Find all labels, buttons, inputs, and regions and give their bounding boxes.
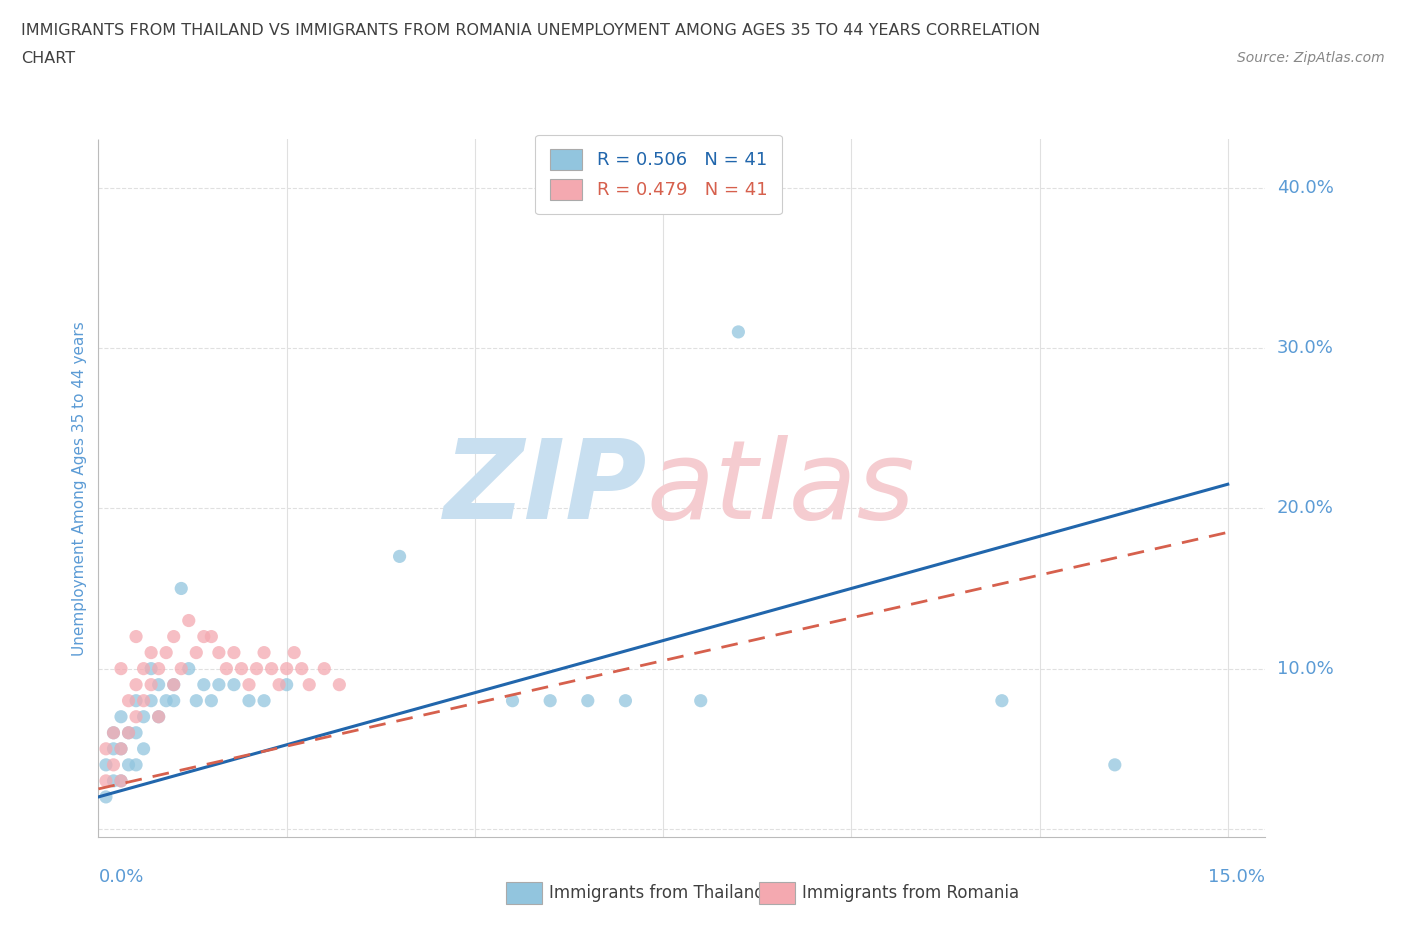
Point bbox=[125, 757, 148, 772]
Point bbox=[314, 661, 336, 676]
Point bbox=[276, 661, 298, 676]
Point bbox=[103, 725, 125, 740]
Legend: R = 0.506   N = 41, R = 0.479   N = 41: R = 0.506 N = 41, R = 0.479 N = 41 bbox=[536, 135, 782, 214]
Point bbox=[163, 677, 186, 692]
Point bbox=[614, 693, 637, 708]
Point bbox=[117, 725, 139, 740]
Point bbox=[991, 693, 1014, 708]
Point bbox=[200, 693, 222, 708]
Point bbox=[186, 693, 208, 708]
Point bbox=[110, 710, 132, 724]
Point bbox=[148, 661, 170, 676]
Point bbox=[103, 774, 125, 789]
Point bbox=[117, 757, 139, 772]
Point bbox=[132, 693, 155, 708]
Text: 15.0%: 15.0% bbox=[1208, 869, 1265, 886]
Point bbox=[576, 693, 599, 708]
Point bbox=[117, 725, 139, 740]
Point bbox=[170, 661, 193, 676]
Point bbox=[139, 677, 162, 692]
Point bbox=[328, 677, 350, 692]
Point bbox=[155, 693, 177, 708]
Point bbox=[298, 677, 321, 692]
Y-axis label: Unemployment Among Ages 35 to 44 years: Unemployment Among Ages 35 to 44 years bbox=[72, 321, 87, 656]
Point bbox=[177, 613, 200, 628]
Point bbox=[222, 645, 245, 660]
Point bbox=[125, 629, 148, 644]
Point bbox=[269, 677, 291, 692]
Point bbox=[177, 661, 200, 676]
Point bbox=[727, 325, 749, 339]
Text: 0.0%: 0.0% bbox=[98, 869, 143, 886]
Point bbox=[388, 549, 411, 564]
Text: Source: ZipAtlas.com: Source: ZipAtlas.com bbox=[1237, 51, 1385, 65]
Point bbox=[253, 693, 276, 708]
Point bbox=[132, 661, 155, 676]
Point bbox=[238, 677, 260, 692]
Point bbox=[110, 774, 132, 789]
Point bbox=[215, 661, 238, 676]
Text: 20.0%: 20.0% bbox=[1277, 499, 1334, 517]
Point bbox=[193, 677, 215, 692]
Text: IMMIGRANTS FROM THAILAND VS IMMIGRANTS FROM ROMANIA UNEMPLOYMENT AMONG AGES 35 T: IMMIGRANTS FROM THAILAND VS IMMIGRANTS F… bbox=[21, 23, 1040, 38]
Point bbox=[193, 629, 215, 644]
Point bbox=[253, 645, 276, 660]
Point bbox=[245, 661, 267, 676]
Point bbox=[163, 693, 186, 708]
Point bbox=[103, 741, 125, 756]
Point bbox=[276, 677, 298, 692]
Text: CHART: CHART bbox=[21, 51, 75, 66]
Point bbox=[148, 710, 170, 724]
Point bbox=[148, 710, 170, 724]
Point bbox=[689, 693, 711, 708]
Text: Immigrants from Thailand: Immigrants from Thailand bbox=[548, 884, 765, 902]
Point bbox=[502, 693, 524, 708]
Point bbox=[125, 710, 148, 724]
Point bbox=[110, 661, 132, 676]
Point bbox=[110, 741, 132, 756]
Point bbox=[125, 677, 148, 692]
Point bbox=[94, 757, 117, 772]
Text: 10.0%: 10.0% bbox=[1277, 659, 1334, 678]
Point bbox=[117, 693, 139, 708]
Point bbox=[94, 741, 117, 756]
Point bbox=[1104, 757, 1126, 772]
Point bbox=[139, 661, 162, 676]
Point bbox=[110, 774, 132, 789]
Point bbox=[132, 710, 155, 724]
Point bbox=[200, 629, 222, 644]
Text: 30.0%: 30.0% bbox=[1277, 339, 1334, 357]
Point bbox=[132, 741, 155, 756]
Point bbox=[538, 693, 561, 708]
Point bbox=[139, 693, 162, 708]
Point bbox=[238, 693, 260, 708]
Point bbox=[110, 741, 132, 756]
Point bbox=[208, 677, 231, 692]
Point bbox=[148, 677, 170, 692]
Point bbox=[163, 677, 186, 692]
Point bbox=[170, 581, 193, 596]
Text: 40.0%: 40.0% bbox=[1277, 179, 1334, 196]
Point bbox=[291, 661, 314, 676]
Point bbox=[186, 645, 208, 660]
Point bbox=[163, 629, 186, 644]
Text: atlas: atlas bbox=[647, 434, 915, 542]
Point bbox=[103, 757, 125, 772]
Point bbox=[155, 645, 177, 660]
Point bbox=[125, 725, 148, 740]
Point bbox=[94, 790, 117, 804]
Point bbox=[283, 645, 305, 660]
Point bbox=[231, 661, 253, 676]
Point bbox=[222, 677, 245, 692]
Point bbox=[260, 661, 283, 676]
Point bbox=[125, 693, 148, 708]
Point bbox=[103, 725, 125, 740]
Point bbox=[139, 645, 162, 660]
Point bbox=[94, 774, 117, 789]
Text: Immigrants from Romania: Immigrants from Romania bbox=[801, 884, 1019, 902]
Text: ZIP: ZIP bbox=[443, 434, 647, 542]
Point bbox=[208, 645, 231, 660]
